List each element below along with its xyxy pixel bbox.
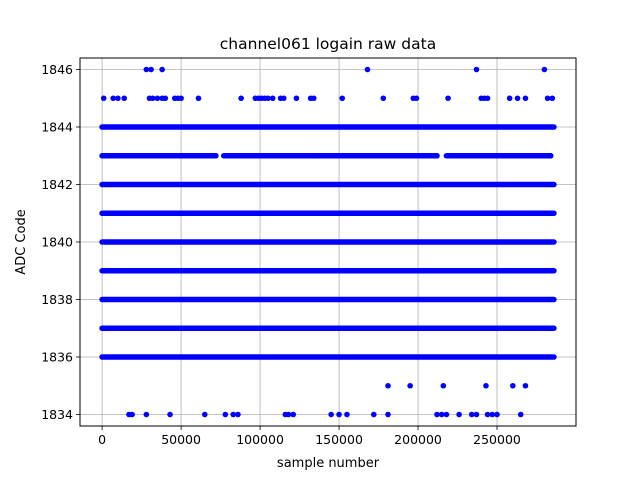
data-point: [143, 66, 150, 73]
data-point: [506, 95, 513, 102]
data-point: [129, 411, 135, 418]
y-tick-label: 1846: [41, 62, 73, 77]
data-point: [285, 411, 292, 418]
data-point: [494, 411, 500, 418]
y-tick-label: 1834: [41, 407, 73, 422]
data-point: [456, 411, 462, 418]
data-point: [328, 411, 334, 418]
data-point: [489, 411, 496, 418]
y-axis-title: ADC Code: [14, 209, 29, 274]
data-point: [413, 95, 420, 102]
data-point: [195, 95, 202, 102]
data-point: [484, 95, 491, 102]
data-point: [473, 66, 480, 73]
data-point: [265, 95, 271, 102]
data-point: [364, 66, 371, 73]
data-point: [380, 95, 387, 102]
data-point: [293, 95, 300, 102]
data-point: [544, 95, 551, 102]
data-point: [510, 382, 516, 389]
data-point: [484, 411, 491, 418]
data-point: [222, 411, 229, 418]
data-point: [339, 95, 346, 102]
chart-title: channel061 logain raw data: [220, 35, 436, 53]
data-point: [238, 95, 244, 102]
data-point: [468, 411, 475, 418]
data-point: [371, 411, 377, 418]
data-point: [385, 382, 391, 389]
x-tick-label: 200000: [394, 432, 442, 447]
data-point: [149, 95, 156, 102]
data-point: [445, 95, 451, 102]
x-tick-label: 150000: [315, 432, 363, 447]
data-point: [167, 411, 173, 418]
data-point: [269, 95, 276, 102]
data-point: [162, 95, 169, 102]
y-tick-label: 1836: [41, 350, 73, 365]
data-point: [290, 411, 297, 418]
data-point: [547, 152, 554, 159]
x-axis-title: sample number: [277, 456, 380, 471]
data-point: [143, 411, 150, 418]
y-tick-label: 1838: [41, 292, 73, 307]
data-point: [549, 95, 556, 102]
data-point: [483, 382, 489, 389]
data-point: [344, 411, 350, 418]
data-point: [407, 382, 413, 389]
data-point: [433, 152, 440, 159]
data-point: [148, 66, 154, 73]
data-point: [115, 95, 121, 102]
y-tick-label: 1842: [41, 177, 73, 192]
data-point: [434, 411, 440, 418]
data-point: [517, 411, 524, 418]
data-point: [212, 152, 219, 159]
data-point: [154, 95, 161, 102]
y-tick-label: 1844: [41, 120, 73, 135]
data-point: [230, 411, 237, 418]
data-point: [110, 95, 116, 102]
data-point: [522, 95, 529, 102]
data-point: [201, 411, 208, 418]
x-tick-label: 250000: [473, 432, 521, 447]
x-tick-label: 0: [98, 432, 106, 447]
x-tick-label: 100000: [236, 432, 284, 447]
data-point: [100, 95, 107, 102]
data-point: [159, 66, 165, 73]
data-point: [438, 411, 445, 418]
data-point: [514, 95, 521, 102]
x-tick-label: 50000: [161, 432, 201, 447]
data-point: [473, 411, 480, 418]
data-point: [235, 411, 241, 418]
data-point: [385, 411, 391, 418]
data-point: [336, 411, 342, 418]
axis-ticks: 0 50000 100000 150000 200000 250000 1834 1836 18…: [41, 62, 521, 447]
data-point: [443, 411, 450, 418]
data-points: [99, 66, 557, 418]
data-point: [121, 95, 128, 102]
y-tick-label: 1840: [41, 235, 73, 250]
data-point: [178, 95, 184, 102]
data-point: [310, 95, 317, 102]
data-point: [522, 382, 529, 389]
data-point: [440, 382, 447, 389]
data-point: [280, 95, 287, 102]
data-point: [541, 66, 548, 73]
